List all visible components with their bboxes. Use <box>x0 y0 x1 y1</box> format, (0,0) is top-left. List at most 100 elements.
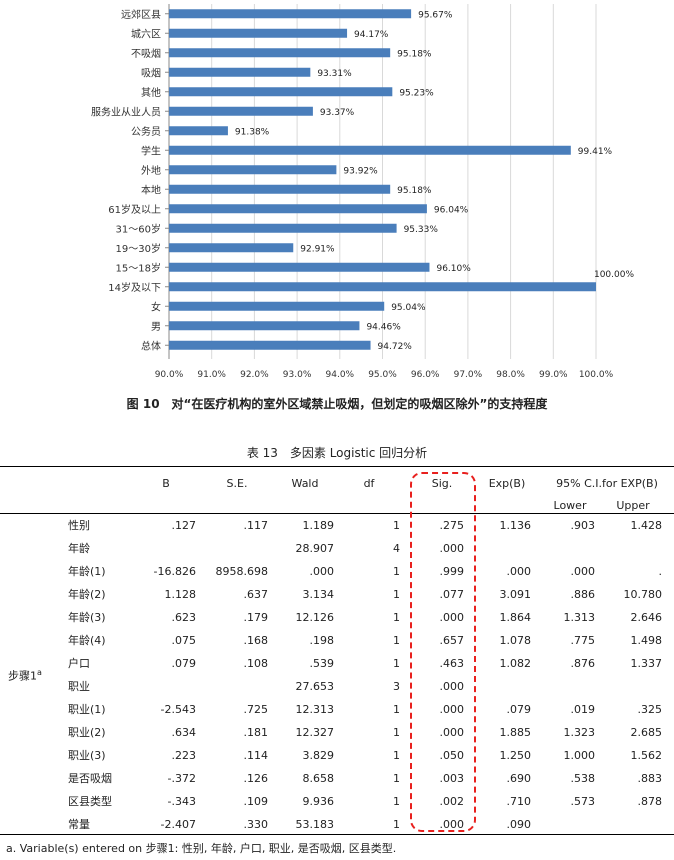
value-label: 95.33% <box>404 225 439 235</box>
category-label: 男 <box>151 321 161 333</box>
header-sig: Sig. <box>431 477 453 490</box>
cell-var: 职业(1) <box>68 703 106 716</box>
cell-b: .623 <box>171 611 197 624</box>
x-tick-label: 98.0% <box>496 370 525 380</box>
cell-sig: .000 <box>439 726 465 739</box>
cell-se: .117 <box>243 519 269 532</box>
cell-b: .223 <box>171 749 197 762</box>
value-label: 100.00% <box>594 270 634 280</box>
cell-b: -.343 <box>167 795 196 808</box>
cell-upper: .325 <box>637 703 663 716</box>
value-label: 99.41% <box>578 147 613 157</box>
cell-upper: 1.337 <box>630 657 663 670</box>
cell-wald: 12.327 <box>295 726 335 739</box>
step-label-text: 步骤1 <box>8 669 37 683</box>
cell-wald: .198 <box>309 634 335 647</box>
cell-expb: 1.136 <box>499 519 532 532</box>
cell-var: 职业(3) <box>68 749 106 762</box>
category-label: 61岁及以上 <box>108 203 161 216</box>
cell-var: 区县类型 <box>68 795 112 808</box>
cell-se: .725 <box>243 703 269 716</box>
cell-wald: 3.134 <box>302 588 335 601</box>
category-label: 15～18岁 <box>116 261 161 274</box>
cell-var: 职业 <box>68 680 90 693</box>
bar <box>169 28 348 38</box>
bar <box>169 243 294 253</box>
cell-upper: 1.498 <box>630 634 663 647</box>
x-tick-label: 100.0% <box>579 370 614 380</box>
value-label: 95.23% <box>399 88 434 98</box>
cell-se: .637 <box>243 588 269 601</box>
cell-wald: 27.653 <box>295 680 335 693</box>
cell-b: 1.128 <box>164 588 197 601</box>
cell-sig: .000 <box>439 611 465 624</box>
chart-bars <box>169 9 596 350</box>
x-tick-label: 96.0% <box>411 370 440 380</box>
cell-var: 常量 <box>68 818 90 831</box>
cell-sig: .000 <box>439 818 465 831</box>
cell-lower: 1.313 <box>563 611 596 624</box>
category-label: 城六区 <box>131 28 161 40</box>
cell-upper: 10.780 <box>623 588 663 601</box>
cell-expb: .690 <box>506 772 532 785</box>
logistic-regression-table: B S.E. Wald df Sig. Exp(B) 95% C.I.for E… <box>0 466 674 836</box>
value-label: 93.37% <box>320 108 355 118</box>
bar <box>169 301 385 311</box>
cell-df: 1 <box>393 657 400 670</box>
category-label: 外地 <box>141 164 161 177</box>
cell-df: 1 <box>393 749 400 762</box>
cell-upper: . <box>658 565 663 578</box>
bar <box>169 48 391 58</box>
bar <box>169 282 596 292</box>
cell-var: 职业(2) <box>68 726 106 739</box>
table-top-rule <box>0 466 674 467</box>
cell-expb: 1.250 <box>499 749 532 762</box>
cell-sig: .999 <box>439 565 465 578</box>
header-se: S.E. <box>226 477 248 490</box>
category-label: 31～60岁 <box>116 222 161 235</box>
category-label: 14岁及以下 <box>108 281 161 294</box>
cell-wald: .000 <box>309 565 335 578</box>
cell-upper: .883 <box>637 772 663 785</box>
cell-se: .109 <box>243 795 269 808</box>
cell-expb: 1.078 <box>499 634 532 647</box>
value-label: 94.17% <box>354 30 389 40</box>
cell-expb: 1.885 <box>499 726 532 739</box>
cell-var: 年龄 <box>68 542 90 555</box>
x-tick-label: 92.0% <box>240 370 269 380</box>
cell-upper: 2.685 <box>630 726 663 739</box>
value-label: 93.92% <box>343 166 378 176</box>
cell-df: 1 <box>393 726 400 739</box>
cell-b: -.372 <box>167 772 196 785</box>
cell-sig: .077 <box>439 588 465 601</box>
cell-wald: 12.313 <box>295 703 335 716</box>
table-bottom-rule <box>0 834 674 835</box>
bar <box>169 204 427 214</box>
cell-var: 户口 <box>68 657 90 670</box>
cell-expb: 1.864 <box>499 611 532 624</box>
cell-lower: .573 <box>570 795 596 808</box>
value-label: 95.18% <box>397 49 432 59</box>
value-label: 94.72% <box>378 342 413 352</box>
cell-df: 1 <box>393 519 400 532</box>
cell-wald: 28.907 <box>295 542 335 555</box>
bar <box>169 106 313 116</box>
table-footnote: a. Variable(s) entered on 步骤1: 性别, 年龄, 户… <box>6 842 397 855</box>
cell-var: 是否吸烟 <box>68 772 112 785</box>
cell-lower: 1.323 <box>563 726 596 739</box>
cell-var: 年龄(3) <box>68 611 106 624</box>
value-label: 95.04% <box>391 303 426 313</box>
chart-grid <box>168 4 597 359</box>
cell-upper: .878 <box>637 795 663 808</box>
cell-b: -16.826 <box>153 565 196 578</box>
x-tick-label: 90.0% <box>155 370 184 380</box>
bar <box>169 126 228 136</box>
category-label: 本地 <box>141 183 161 196</box>
chart-labels: 远郊区县 95.67% 城六区 94.17% 不吸烟 95.18% 吸烟 93.31% 其他 95… <box>91 8 634 353</box>
cell-expb: .710 <box>506 795 532 808</box>
bar <box>169 184 391 194</box>
cell-sig: .002 <box>439 795 465 808</box>
cell-df: 1 <box>393 772 400 785</box>
category-label: 女 <box>151 300 161 313</box>
bar <box>169 165 337 175</box>
